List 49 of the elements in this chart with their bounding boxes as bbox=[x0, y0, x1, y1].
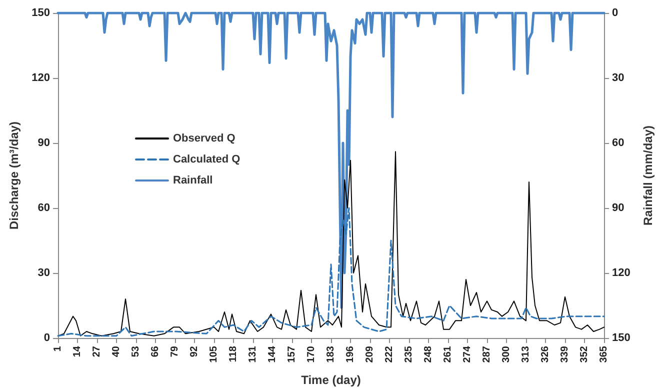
line-series bbox=[58, 151, 604, 336]
y-tick-label: 150 bbox=[32, 7, 50, 19]
y2-tick-label: 90 bbox=[612, 202, 624, 214]
x-tick-label: 1 bbox=[52, 346, 64, 352]
line-series bbox=[56, 12, 606, 309]
x-tick-label: 287 bbox=[482, 346, 492, 363]
y2-tick-label: 150 bbox=[612, 332, 630, 344]
x-tick-label: 300 bbox=[501, 346, 512, 363]
x-tick-label: 27 bbox=[92, 346, 102, 358]
x-tick-label: 196 bbox=[345, 346, 356, 363]
x-tick-label: 40 bbox=[111, 346, 122, 358]
y2-tick-label: 0 bbox=[612, 7, 618, 19]
legend-label: Observed Q bbox=[173, 132, 236, 144]
y-tick-label: 120 bbox=[32, 72, 50, 84]
x-axis-title: Time (day) bbox=[301, 373, 361, 387]
x-tick-label: 183 bbox=[326, 346, 336, 363]
legend-label: Calculated Q bbox=[173, 154, 241, 166]
y-tick-label: 30 bbox=[38, 267, 50, 279]
y-tick-label: 90 bbox=[38, 137, 50, 149]
x-tick-label: 209 bbox=[364, 346, 376, 363]
x-tick-label: 313 bbox=[520, 346, 532, 363]
x-tick-label: 92 bbox=[189, 346, 200, 358]
x-tick-label: 326 bbox=[540, 346, 551, 363]
x-tick-label: 144 bbox=[267, 346, 278, 363]
y2-tick-label: 30 bbox=[612, 72, 624, 84]
x-tick-label: 53 bbox=[130, 346, 142, 358]
legend-label: Rainfall bbox=[173, 174, 213, 186]
x-tick-label: 170 bbox=[306, 346, 317, 363]
x-tick-label: 274 bbox=[462, 346, 473, 363]
x-tick-label: 365 bbox=[598, 346, 610, 363]
y2-tick-label: 120 bbox=[612, 267, 630, 279]
x-tick-label: 352 bbox=[579, 346, 590, 363]
x-tick-label: 261 bbox=[442, 346, 454, 363]
x-tick-label: 66 bbox=[150, 346, 161, 358]
y2-tick-label: 60 bbox=[612, 137, 624, 149]
x-tick-label: 248 bbox=[423, 346, 434, 363]
x-tick-label: 131 bbox=[248, 346, 258, 363]
y-tick-label: 0 bbox=[44, 332, 50, 344]
y-tick-label: 60 bbox=[38, 202, 50, 214]
y2-axis-title: Rainfall (mm/day) bbox=[641, 125, 655, 226]
x-tick-label: 339 bbox=[560, 346, 570, 363]
x-tick-label: 105 bbox=[208, 346, 220, 363]
y-axis-title: Discharge (m³/day) bbox=[7, 121, 21, 230]
x-tick-label: 14 bbox=[72, 346, 83, 358]
x-tick-label: 118 bbox=[228, 346, 239, 362]
x-tick-label: 235 bbox=[404, 346, 414, 363]
x-tick-label: 222 bbox=[384, 346, 395, 363]
x-tick-label: 79 bbox=[170, 346, 180, 358]
x-tick-label: 157 bbox=[286, 346, 298, 363]
